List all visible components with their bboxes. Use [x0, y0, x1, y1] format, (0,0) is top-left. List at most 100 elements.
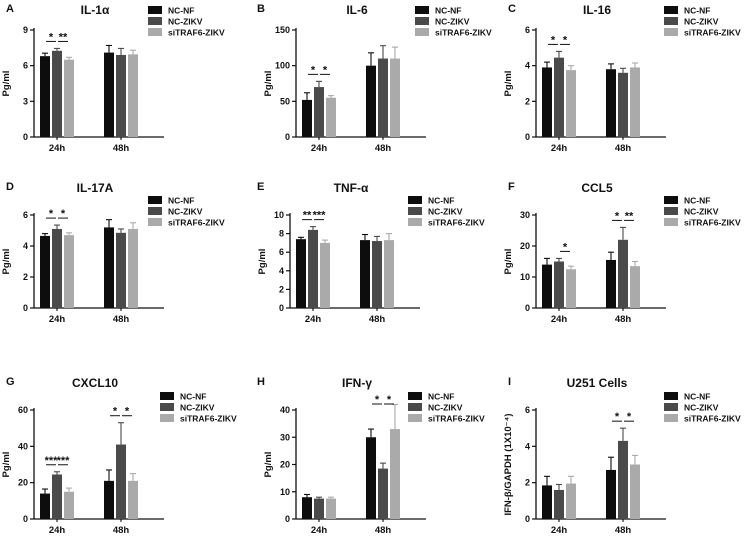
legend-label: NC-ZIKV [168, 17, 203, 27]
y-tick-label: 30 [280, 432, 290, 442]
legend-swatch [148, 196, 162, 204]
y-tick-label: 10 [274, 210, 284, 220]
legend-label: NC-ZIKV [684, 403, 719, 413]
panel-c: C IL-16 0 2 4 6 Pg/ml 24h 48h * * NC-NFNC-ZIKVsiTRA… [503, 3, 741, 154]
chart-title: IL-1α [81, 3, 110, 17]
legend-swatch [664, 196, 678, 204]
significance-label: * [563, 34, 568, 46]
y-axis-label: Pg/ml [503, 249, 514, 275]
y-axis-label: Pg/ml [257, 249, 268, 275]
y-tick-label: 6 [23, 210, 28, 220]
y-tick-label: 0 [23, 303, 28, 313]
legend-swatch [664, 17, 678, 25]
legend-label: siTRAF6-ZIKV [168, 218, 225, 228]
y-tick-label: 8 [279, 229, 284, 239]
legend-label: NC-ZIKV [428, 207, 463, 217]
bar-nc-nf-24h [542, 264, 552, 308]
legend-swatch [408, 218, 422, 226]
panel-label: E [257, 181, 264, 193]
y-tick-label: 6 [525, 405, 530, 415]
y-tick-label: 30 [520, 210, 530, 220]
legend-label: siTRAF6-ZIKV [684, 218, 741, 228]
bar-nc-nf-24h [296, 239, 306, 308]
legend-swatch [664, 6, 678, 14]
legend-swatch [664, 414, 678, 422]
significance-label: * [323, 64, 328, 76]
legend-label: NC-NF [435, 6, 461, 16]
y-tick-label: 60 [18, 405, 28, 415]
legend-swatch [408, 414, 422, 422]
y-tick-label: 20 [280, 460, 290, 470]
y-tick-label: 2 [279, 284, 284, 294]
bar-nc-zikv-24h [554, 57, 564, 138]
significance-label: * [387, 394, 392, 406]
x-tick-label: 48h [375, 143, 392, 154]
x-tick-label: 24h [551, 314, 568, 325]
bar-nc-nf-24h [542, 67, 552, 137]
y-tick-label: 10 [520, 272, 530, 282]
bar-nc-nf-48h [366, 65, 376, 137]
bar-sitraf6-zikv-24h [326, 97, 336, 137]
x-tick-label: 24h [49, 525, 66, 536]
bar-nc-zikv-48h [378, 58, 388, 137]
legend-label: siTRAF6-ZIKV [435, 28, 492, 38]
bar-nc-zikv-48h [618, 440, 628, 519]
y-tick-label: 20 [520, 241, 530, 251]
y-tick-label: 40 [280, 405, 290, 415]
bar-nc-zikv-48h [116, 232, 126, 308]
significance-label: ** [59, 31, 68, 43]
y-axis-label: Pg/ml [1, 452, 12, 478]
x-tick-label: 48h [113, 525, 130, 536]
chart-title: TNF-α [334, 181, 369, 195]
bar-nc-zikv-24h [52, 50, 62, 137]
bar-nc-zikv-24h [314, 498, 324, 519]
bar-nc-nf-48h [104, 227, 114, 308]
x-tick-label: 24h [311, 143, 328, 154]
chart-title: IL-17A [77, 181, 114, 195]
panel-e: E TNF-α 0 2 4 6 8 10 Pg/ml 24h 48h ** *** NC-NFNC-ZIK… [257, 181, 485, 325]
bar-nc-zikv-24h [52, 228, 62, 308]
y-tick-label: 2 [525, 478, 530, 488]
chart-title: IL-6 [346, 3, 368, 17]
bar-sitraf6-zikv-24h [64, 491, 74, 519]
significance-label: * [311, 64, 316, 76]
legend-swatch [160, 403, 174, 411]
legend-label: NC-ZIKV [180, 403, 215, 413]
bar-nc-nf-48h [606, 259, 616, 308]
y-tick-label: 0 [23, 514, 28, 524]
legend-swatch [664, 392, 678, 400]
bar-nc-nf-24h [40, 493, 50, 519]
legend-swatch [664, 28, 678, 36]
bar-nc-zikv-48h [378, 468, 388, 519]
panel-b: B IL-6 0 50 100 150 Pg/ml 24h 48h * * NC-NFNC-ZIKVs… [257, 3, 492, 154]
legend-label: NC-NF [428, 196, 454, 206]
legend-label: siTRAF6-ZIKV [168, 28, 225, 38]
legend-label: NC-NF [684, 392, 710, 402]
legend-label: NC-ZIKV [684, 207, 719, 217]
bar-nc-nf-48h [606, 69, 616, 137]
significance-label: * [61, 208, 66, 220]
y-tick-label: 10 [280, 487, 290, 497]
significance-label: * [615, 210, 620, 222]
y-tick-label: 150 [275, 25, 290, 35]
panel-label: H [257, 376, 265, 388]
bar-sitraf6-zikv-48h [630, 464, 640, 519]
legend-swatch [408, 392, 422, 400]
legend-label: NC-ZIKV [168, 207, 203, 217]
legend-label: NC-ZIKV [684, 17, 719, 27]
y-tick-label: 40 [18, 441, 28, 451]
legend-label: siTRAF6-ZIKV [180, 414, 237, 424]
x-tick-label: 48h [615, 314, 632, 325]
y-tick-label: 0 [23, 132, 28, 142]
significance-label: * [627, 411, 632, 423]
y-tick-label: 6 [525, 25, 530, 35]
bar-nc-zikv-48h [372, 241, 382, 308]
panel-label: C [508, 3, 516, 15]
significance-label: * [375, 394, 380, 406]
panel-h: H IFN-γ 0 10 20 30 40 Pg/ml 24h 48h * * NC-NFNC-ZIKV… [257, 376, 485, 536]
legend-label: NC-NF [684, 6, 710, 16]
bar-sitraf6-zikv-48h [630, 266, 640, 308]
bar-sitraf6-zikv-24h [566, 269, 576, 308]
bar-nc-nf-24h [302, 497, 312, 519]
